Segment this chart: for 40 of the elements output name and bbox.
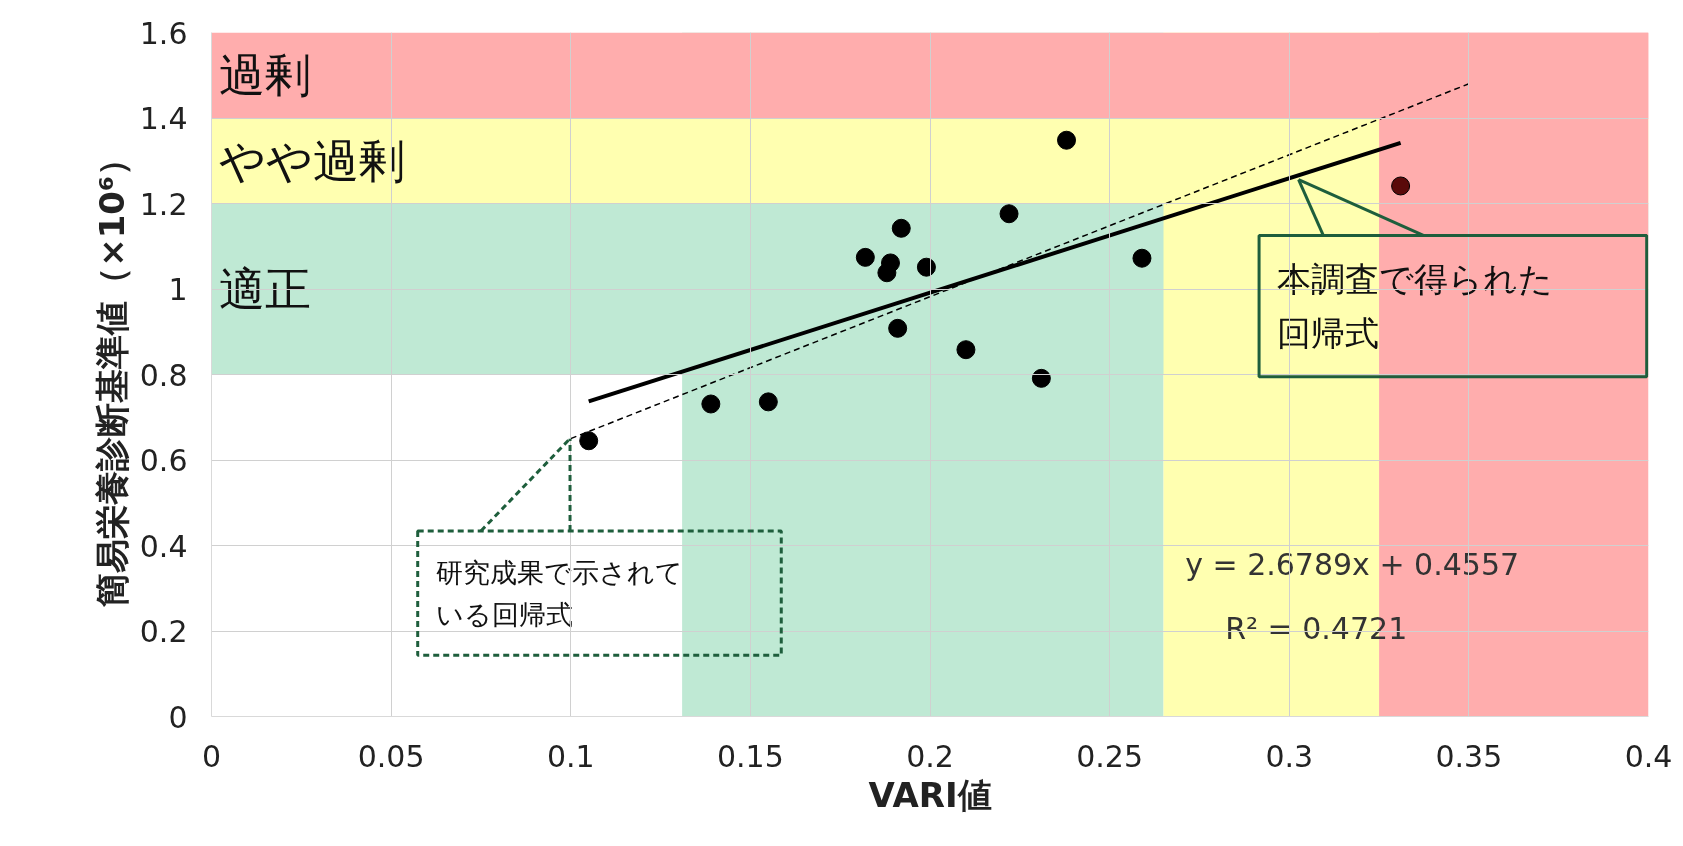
point <box>1132 248 1152 268</box>
x-tick-label: 0.1 <box>546 738 595 774</box>
point <box>855 247 875 267</box>
band-label: 過剰 <box>218 48 311 103</box>
point <box>891 218 911 238</box>
x-tick-label: 0.15 <box>716 738 784 774</box>
point <box>579 431 599 451</box>
x-tick-label: 0.3 <box>1265 738 1314 774</box>
point <box>956 340 976 360</box>
y-axis-title: 簡易栄養診断基準値（×10⁶） <box>91 142 132 608</box>
annotation: R² = 0.4721 <box>1225 611 1408 647</box>
point <box>999 204 1019 224</box>
point <box>701 394 721 414</box>
x-tick-label: 0.05 <box>357 738 425 774</box>
point <box>758 392 778 412</box>
point <box>1391 176 1411 196</box>
point <box>880 253 900 273</box>
x-axis-title: VARI値 <box>868 774 992 815</box>
point <box>888 318 908 338</box>
annotation: 研究成果で示されている回帰式 <box>435 556 683 630</box>
annotation: y = 2.6789x + 0.4557 <box>1185 547 1520 583</box>
point <box>1031 368 1051 388</box>
y-tick-label: 1.4 <box>139 101 188 136</box>
y-tick-label: 1 <box>168 272 188 307</box>
y-tick-label: 1.6 <box>139 15 188 51</box>
band-label: 適正 <box>218 262 311 316</box>
x-tick-label: 0.35 <box>1435 738 1503 774</box>
point <box>916 257 936 277</box>
x-tick-label: 0.2 <box>906 738 954 774</box>
point <box>1057 130 1077 150</box>
y-tick-label: 0.4 <box>139 528 188 564</box>
x-tick-label: 0.4 <box>1624 738 1673 774</box>
y-tick-label: 0 <box>168 699 188 735</box>
x-tick-label: 0 <box>201 738 222 774</box>
y-tick-label: 1.2 <box>139 186 188 222</box>
y-tick-label: 0.6 <box>139 443 188 478</box>
y-tick-label: 0.2 <box>139 614 188 649</box>
x-tick-label: 0.25 <box>1076 738 1144 774</box>
y-tick-label: 0.8 <box>139 357 188 393</box>
band-label: やや過剰 <box>218 133 405 188</box>
